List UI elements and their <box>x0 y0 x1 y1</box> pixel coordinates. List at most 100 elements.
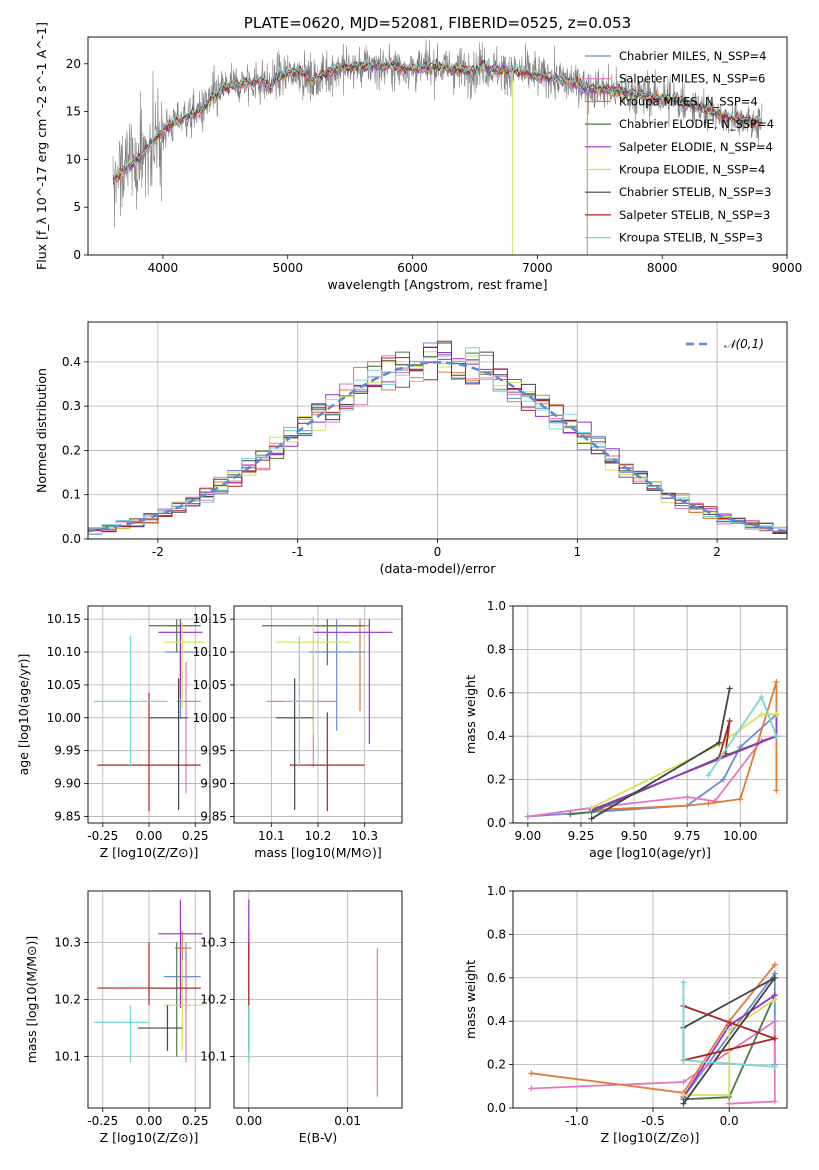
x-tick-label: 0.25 <box>182 1114 209 1128</box>
y-tick-label: 0.0 <box>487 1101 506 1115</box>
x-tick-label: 10.00 <box>723 829 757 843</box>
x-tick-label: 9000 <box>772 261 803 275</box>
errorbar-plot <box>93 619 205 812</box>
y-tick-label: 9.95 <box>54 744 81 758</box>
model-spectrum-line <box>112 58 762 179</box>
x-tick-label: -0.25 <box>87 829 118 843</box>
x-tick-label: 0.00 <box>136 829 163 843</box>
legend-label: Kroupa MILES, N_SSP=4 <box>619 94 758 108</box>
x-tick-label: 10.1 <box>258 829 285 843</box>
errorbar-plot <box>248 899 378 1097</box>
legend-label: Chabrier MILES, N_SSP=4 <box>619 49 766 63</box>
y-axis-label: Normed distribution <box>34 368 49 493</box>
errorbar-plot <box>262 615 393 812</box>
legend-label: Salpeter MILES, N_SSP=6 <box>619 72 765 86</box>
x-axis-label: (data-model)/error <box>380 561 497 576</box>
weight-plot <box>528 961 778 1107</box>
legend-label: Salpeter ELODIE, N_SSP=4 <box>619 140 773 154</box>
y-tick-label: 0.2 <box>62 443 81 457</box>
y-tick-label: 10.1 <box>54 1050 81 1064</box>
y-tick-label: 15 <box>66 105 81 119</box>
weight-line <box>531 964 776 1094</box>
errorbar-plot <box>93 899 205 1063</box>
y-tick-label: 10 <box>66 152 81 166</box>
x-tick-label: -0.25 <box>87 1114 118 1128</box>
y-tick-label: 9.90 <box>200 777 227 791</box>
x-tick-label: 0.00 <box>235 1114 262 1128</box>
spectrum-plot <box>112 39 763 255</box>
y-tick-label: 0.4 <box>487 729 506 743</box>
histogram-step-line <box>88 347 787 535</box>
x-tick-label: 10.3 <box>351 829 378 843</box>
y-tick-label: 10.05 <box>47 678 81 692</box>
y-tick-label: 0.6 <box>487 686 506 700</box>
x-tick-label: 9.75 <box>674 829 701 843</box>
x-tick-label: 10.2 <box>305 829 332 843</box>
y-tick-label: 9.85 <box>54 809 81 823</box>
x-tick-label: 0.01 <box>334 1114 361 1128</box>
x-tick-label: 7000 <box>522 261 553 275</box>
y-tick-label: 10.2 <box>200 993 227 1007</box>
weight-plot <box>524 678 780 822</box>
x-axis-label: Z [log10(Z/Z⊙)] <box>601 1130 700 1145</box>
y-tick-label: 0.8 <box>487 927 506 941</box>
chart-title: PLATE=0620, MJD=52081, FIBERID=0525, z=0… <box>244 14 631 32</box>
legend-label: Kroupa STELIB, N_SSP=3 <box>619 231 763 245</box>
y-tick-label: 10.1 <box>200 1050 227 1064</box>
x-tick-label: 0.0 <box>720 1114 739 1128</box>
y-tick-label: 0.0 <box>62 532 81 546</box>
x-tick-label: 0.00 <box>136 1114 163 1128</box>
weight-line <box>527 735 777 818</box>
plot-frame <box>512 605 788 824</box>
plot-frame <box>87 605 211 824</box>
y-tick-label: 10.3 <box>200 935 227 949</box>
plot-frame <box>87 321 788 540</box>
legend-label: Chabrier ELODIE, N_SSP=4 <box>619 117 774 131</box>
y-tick-label: 9.85 <box>200 809 227 823</box>
x-tick-label: 0 <box>434 545 442 559</box>
plot-frame <box>233 890 403 1109</box>
y-tick-label: 0.0 <box>487 816 506 830</box>
y-tick-label: 1.0 <box>487 884 506 898</box>
y-tick-label: 10.10 <box>193 645 227 659</box>
normal-curve <box>88 361 787 533</box>
x-tick-label: -1 <box>292 545 304 559</box>
y-tick-label: 5 <box>73 200 81 214</box>
x-tick-label: -0.5 <box>641 1114 664 1128</box>
x-tick-label: 9.00 <box>515 829 542 843</box>
x-tick-label: 5000 <box>272 261 303 275</box>
y-tick-label: 0.8 <box>487 642 506 656</box>
x-axis-label: E(B-V) <box>299 1130 338 1145</box>
y-tick-label: 0.4 <box>62 355 81 369</box>
y-tick-label: 10.15 <box>47 612 81 626</box>
y-tick-label: 0.1 <box>62 488 81 502</box>
x-tick-label: 4000 <box>148 261 179 275</box>
x-tick-label: -1.0 <box>565 1114 588 1128</box>
x-tick-label: 9.50 <box>621 829 648 843</box>
y-tick-label: 10.15 <box>193 612 227 626</box>
y-tick-label: 0.2 <box>487 773 506 787</box>
legend-label: Chabrier STELIB, N_SSP=3 <box>619 185 771 199</box>
y-tick-label: 10.3 <box>54 935 81 949</box>
plot-frame <box>87 890 211 1109</box>
weight-line <box>591 713 777 809</box>
weight-line <box>591 681 778 811</box>
x-axis-label: age [log10(age/yr)] <box>589 845 711 860</box>
legend-label: Salpeter STELIB, N_SSP=3 <box>619 208 770 222</box>
x-axis-label: Z [log10(Z/Z⊙)] <box>100 845 199 860</box>
y-axis-label: mass weight <box>463 675 478 754</box>
y-tick-label: 0.6 <box>487 971 506 985</box>
y-tick-label: 10.2 <box>54 993 81 1007</box>
y-tick-label: 0 <box>73 248 81 262</box>
weight-line <box>683 998 776 1096</box>
y-tick-label: 0.4 <box>487 1014 506 1028</box>
y-tick-label: 10.05 <box>193 678 227 692</box>
y-axis-label: age [log10(age/yr)] <box>16 654 31 776</box>
x-axis-label: Z [log10(Z/Z⊙)] <box>100 1130 199 1145</box>
y-tick-label: 20 <box>66 57 81 71</box>
x-tick-label: 0.25 <box>182 829 209 843</box>
plot-frame <box>87 36 788 256</box>
x-tick-label: 8000 <box>647 261 678 275</box>
y-axis-label: mass weight <box>463 960 478 1039</box>
